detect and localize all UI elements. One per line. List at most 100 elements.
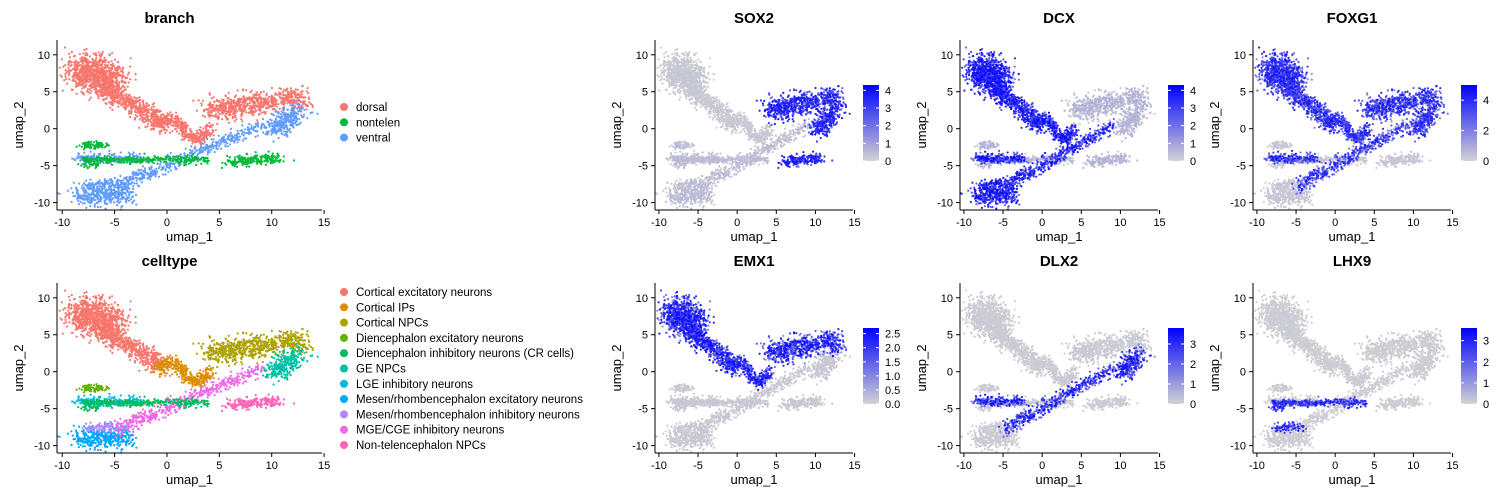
cell-point bbox=[131, 200, 134, 204]
cell-point bbox=[114, 94, 117, 98]
cell-point bbox=[268, 100, 271, 103]
cell-point bbox=[73, 68, 76, 71]
legend-swatch bbox=[340, 118, 348, 127]
cell-point bbox=[124, 102, 127, 105]
cell-point bbox=[240, 97, 243, 100]
cell-point bbox=[143, 171, 147, 174]
cell-point bbox=[132, 103, 136, 107]
cell-point bbox=[284, 112, 287, 115]
cell-point bbox=[87, 183, 90, 187]
cell-point bbox=[275, 120, 278, 123]
cell-point bbox=[238, 135, 242, 138]
cell-point bbox=[195, 132, 198, 135]
cell-point bbox=[232, 108, 235, 111]
cell-point bbox=[167, 126, 170, 129]
cell-point bbox=[227, 107, 230, 110]
cell-point bbox=[236, 136, 239, 139]
cell-point bbox=[256, 123, 260, 127]
cell-point bbox=[88, 60, 91, 63]
cell-point bbox=[210, 143, 214, 146]
cell-point bbox=[227, 104, 231, 107]
cell-point bbox=[264, 126, 268, 129]
cell-point bbox=[229, 127, 233, 130]
cell-point bbox=[235, 118, 238, 121]
cell-point bbox=[159, 115, 162, 119]
cell-point bbox=[106, 143, 109, 146]
cell-point bbox=[267, 98, 270, 101]
cell-point bbox=[123, 93, 126, 97]
cell-point bbox=[82, 59, 85, 63]
cell-point bbox=[274, 156, 277, 159]
cell-point bbox=[197, 158, 200, 161]
cell-point bbox=[245, 98, 248, 101]
cell-point bbox=[185, 127, 188, 130]
cell-point bbox=[64, 64, 67, 67]
cell-point bbox=[193, 147, 196, 150]
cell-point bbox=[291, 103, 294, 106]
cell-point bbox=[109, 156, 112, 159]
cell-point bbox=[101, 63, 104, 66]
cell-point bbox=[90, 333, 93, 336]
cell-point bbox=[77, 194, 80, 197]
cell-point bbox=[275, 110, 278, 113]
cell-point bbox=[293, 159, 296, 162]
cell-point bbox=[156, 162, 159, 165]
cell-point bbox=[144, 106, 148, 109]
cell-point bbox=[241, 112, 244, 115]
cell-point bbox=[131, 181, 134, 184]
cell-point bbox=[98, 141, 101, 144]
cell-point bbox=[102, 196, 105, 199]
cell-point bbox=[114, 196, 117, 199]
cell-point bbox=[199, 126, 202, 129]
cell-point bbox=[83, 151, 86, 154]
cell-point bbox=[112, 80, 115, 83]
cell-point bbox=[214, 113, 218, 116]
cell-point bbox=[134, 78, 137, 81]
cell-point bbox=[98, 156, 101, 159]
cell-point bbox=[164, 168, 167, 171]
cell-point bbox=[190, 155, 193, 158]
cell-point bbox=[180, 117, 183, 120]
cell-point bbox=[259, 91, 263, 94]
y-tick-label: 5 bbox=[44, 87, 50, 99]
cell-point bbox=[84, 197, 87, 201]
cell-point bbox=[158, 132, 161, 135]
cell-point bbox=[241, 139, 245, 142]
cell-point bbox=[117, 157, 120, 161]
cell-point bbox=[261, 122, 264, 125]
cell-point bbox=[76, 189, 79, 192]
cell-point bbox=[92, 52, 95, 55]
cell-point bbox=[126, 85, 129, 88]
cell-point bbox=[194, 138, 197, 141]
cell-point bbox=[294, 96, 297, 99]
cell-point bbox=[167, 170, 170, 174]
cell-point bbox=[93, 203, 96, 206]
cell-point bbox=[85, 90, 89, 93]
cell-point bbox=[222, 110, 225, 113]
cell-point bbox=[145, 103, 148, 106]
cell-point bbox=[101, 144, 104, 147]
cell-point bbox=[244, 128, 247, 131]
cell-point bbox=[267, 103, 270, 106]
cell-point bbox=[309, 102, 312, 105]
cell-point bbox=[131, 195, 134, 198]
cell-point bbox=[296, 103, 299, 106]
cell-point bbox=[117, 194, 121, 197]
cell-point bbox=[212, 134, 215, 137]
cell-point bbox=[251, 110, 254, 113]
cell-point bbox=[111, 197, 115, 200]
cell-point bbox=[82, 295, 85, 298]
cell-point bbox=[81, 194, 84, 197]
cell-point bbox=[225, 163, 228, 166]
cell-point bbox=[191, 138, 194, 141]
cell-point bbox=[206, 159, 209, 162]
cell-point bbox=[228, 134, 231, 137]
cell-point bbox=[228, 113, 231, 116]
x-tick-label: 0 bbox=[164, 217, 170, 229]
cell-point bbox=[186, 133, 189, 136]
cell-point bbox=[82, 158, 85, 161]
cell-point bbox=[82, 52, 85, 55]
cell-point bbox=[102, 59, 105, 62]
cell-point bbox=[138, 103, 141, 106]
